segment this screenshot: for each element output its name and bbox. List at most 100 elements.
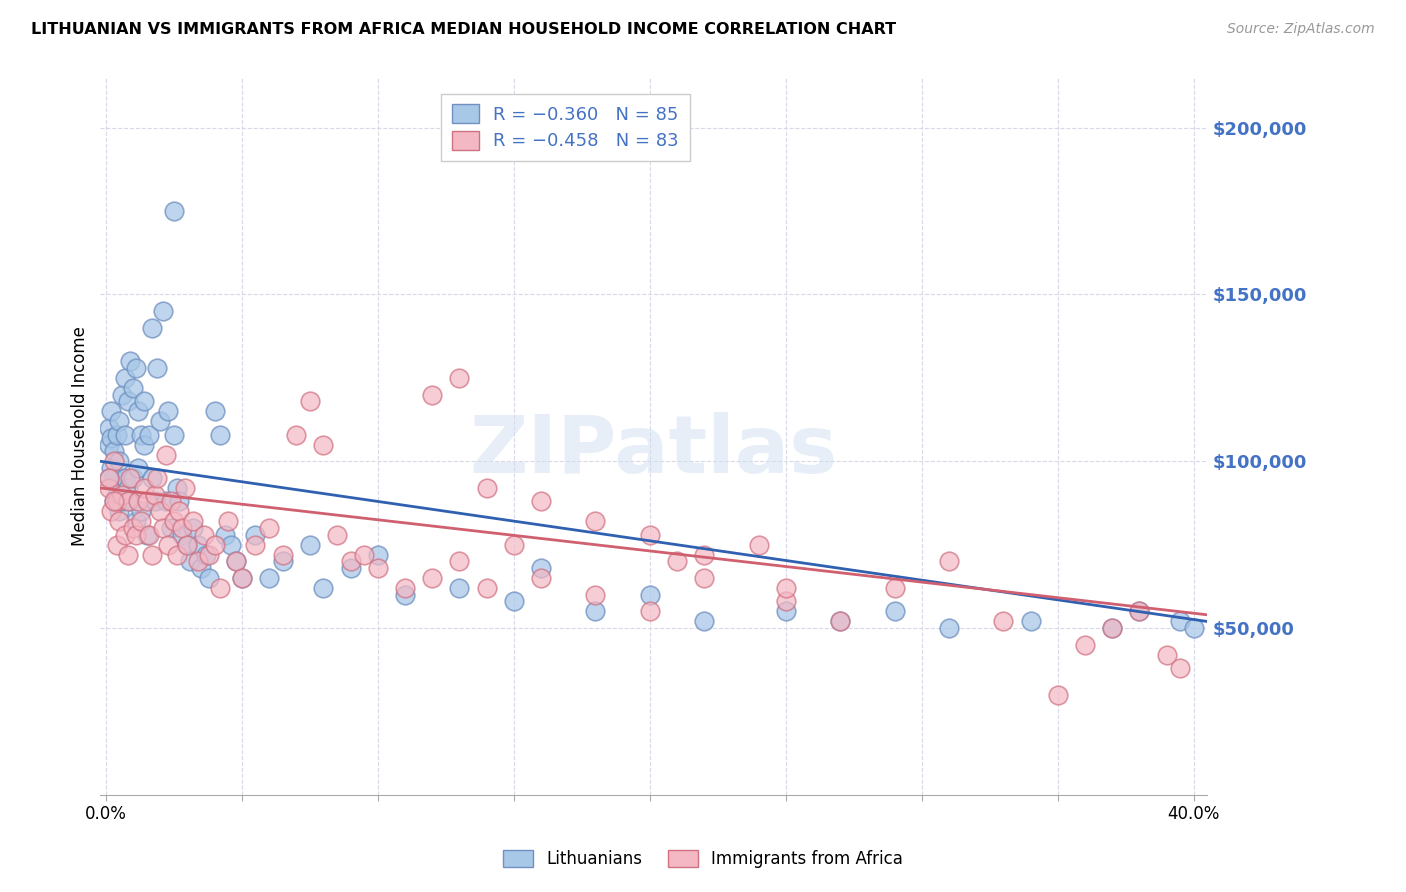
Point — [97, 421, 120, 435]
Point — [214, 527, 236, 541]
Point — [117, 394, 139, 409]
Point — [141, 548, 163, 562]
Point — [114, 427, 136, 442]
Point — [1101, 621, 1123, 635]
Point — [693, 571, 716, 585]
Point — [530, 561, 553, 575]
Point — [204, 538, 226, 552]
Point — [176, 538, 198, 552]
Point — [830, 615, 852, 629]
Point — [167, 504, 190, 518]
Point — [394, 588, 416, 602]
Point — [666, 554, 689, 568]
Text: LITHUANIAN VS IMMIGRANTS FROM AFRICA MEDIAN HOUSEHOLD INCOME CORRELATION CHART: LITHUANIAN VS IMMIGRANTS FROM AFRICA MED… — [31, 22, 896, 37]
Point — [114, 527, 136, 541]
Point — [132, 394, 155, 409]
Point — [127, 461, 149, 475]
Point — [120, 354, 142, 368]
Point — [367, 561, 389, 575]
Point — [830, 615, 852, 629]
Point — [449, 581, 471, 595]
Point — [271, 548, 294, 562]
Point — [285, 427, 308, 442]
Point — [135, 494, 157, 508]
Point — [181, 521, 204, 535]
Point — [103, 454, 125, 468]
Point — [97, 437, 120, 451]
Point — [103, 444, 125, 458]
Point — [127, 494, 149, 508]
Point — [339, 554, 361, 568]
Point — [257, 521, 280, 535]
Point — [1168, 661, 1191, 675]
Point — [163, 427, 186, 442]
Point — [193, 527, 215, 541]
Point — [195, 548, 218, 562]
Point — [173, 481, 195, 495]
Point — [163, 203, 186, 218]
Point — [111, 494, 134, 508]
Point — [149, 504, 172, 518]
Point — [353, 548, 375, 562]
Point — [1168, 615, 1191, 629]
Point — [129, 504, 152, 518]
Point — [231, 571, 253, 585]
Y-axis label: Median Household Income: Median Household Income — [72, 326, 89, 546]
Legend: Lithuanians, Immigrants from Africa: Lithuanians, Immigrants from Africa — [496, 843, 910, 875]
Point — [190, 561, 212, 575]
Point — [502, 594, 524, 608]
Point — [245, 538, 267, 552]
Point — [146, 471, 169, 485]
Point — [166, 481, 188, 495]
Point — [122, 471, 145, 485]
Point — [1101, 621, 1123, 635]
Point — [775, 605, 797, 619]
Point — [100, 461, 122, 475]
Point — [152, 304, 174, 318]
Point — [394, 581, 416, 595]
Point — [114, 371, 136, 385]
Point — [475, 581, 498, 595]
Text: ZIPatlas: ZIPatlas — [470, 411, 838, 490]
Point — [1156, 648, 1178, 662]
Point — [583, 514, 606, 528]
Point — [135, 527, 157, 541]
Point — [146, 360, 169, 375]
Point — [138, 427, 160, 442]
Point — [245, 527, 267, 541]
Point — [638, 527, 661, 541]
Point — [298, 394, 321, 409]
Point — [583, 605, 606, 619]
Point — [187, 554, 209, 568]
Point — [693, 548, 716, 562]
Point — [152, 521, 174, 535]
Point — [326, 527, 349, 541]
Point — [179, 554, 201, 568]
Point — [143, 494, 166, 508]
Point — [143, 488, 166, 502]
Point — [420, 571, 443, 585]
Point — [97, 471, 120, 485]
Point — [100, 431, 122, 445]
Point — [160, 494, 183, 508]
Point — [120, 471, 142, 485]
Point — [530, 494, 553, 508]
Point — [125, 360, 148, 375]
Point — [122, 521, 145, 535]
Point — [530, 571, 553, 585]
Point — [219, 538, 242, 552]
Point — [883, 581, 905, 595]
Point — [117, 548, 139, 562]
Point — [257, 571, 280, 585]
Point — [108, 514, 131, 528]
Point — [127, 404, 149, 418]
Point — [1074, 638, 1097, 652]
Point — [217, 514, 239, 528]
Point — [105, 494, 128, 508]
Point — [638, 588, 661, 602]
Point — [502, 538, 524, 552]
Legend: R = −0.360   N = 85, R = −0.458   N = 83: R = −0.360 N = 85, R = −0.458 N = 83 — [441, 94, 690, 161]
Point — [125, 514, 148, 528]
Point — [163, 514, 186, 528]
Point — [111, 488, 134, 502]
